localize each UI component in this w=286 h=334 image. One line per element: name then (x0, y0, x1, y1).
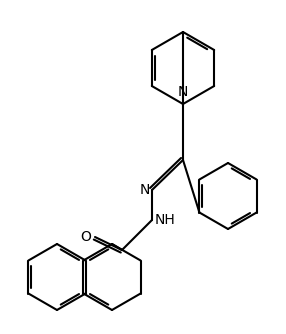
Text: N: N (178, 85, 188, 99)
Text: NH: NH (155, 213, 176, 227)
Text: N: N (140, 183, 150, 197)
Text: O: O (80, 230, 91, 244)
